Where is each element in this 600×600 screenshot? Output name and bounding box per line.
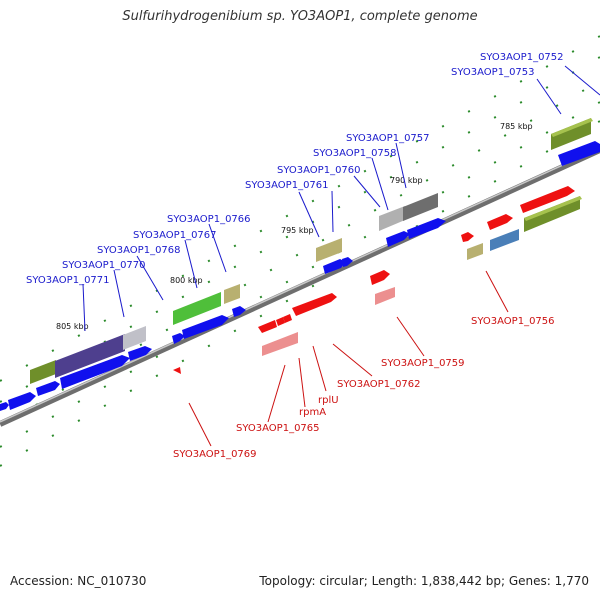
gene-label: SYO3AOP1_0770	[62, 260, 146, 271]
forward-label-leaders	[82, 65, 600, 332]
reverse-label-leaders	[188, 270, 509, 447]
gene-block-0758	[379, 206, 405, 231]
gene-block-0767	[173, 292, 221, 325]
gene-arrow	[36, 381, 60, 396]
gene-label: SYO3AOP1_0762	[337, 379, 421, 390]
gene-label: SYO3AOP1_0758	[313, 148, 397, 159]
gene-label: SYO3AOP1_0769	[173, 449, 257, 460]
map-title: Sulfurihydrogenibium sp. YO3AOP1, comple…	[122, 9, 478, 24]
gene-arrow	[461, 232, 474, 242]
gene-block-0765	[262, 332, 298, 356]
gene-block-0771a	[30, 360, 56, 384]
scale-label: 800 kbp	[170, 276, 203, 285]
accession-text: Accession: NC_010730	[10, 574, 147, 588]
gene-block-0759	[375, 287, 395, 305]
gene-arrow	[283, 314, 292, 323]
forward-feature-blocks	[30, 118, 593, 384]
gene-label: SYO3AOP1_0765	[236, 423, 320, 434]
gene-arrow	[60, 355, 130, 389]
genome-backbone	[0, 147, 600, 427]
topology-text: Topology: circular; Length: 1,838,442 bp…	[259, 574, 589, 588]
gene-arrow	[520, 186, 575, 213]
gene-block-0771	[55, 334, 125, 378]
gene-arrow	[558, 141, 600, 166]
scale-label: 795 kbp	[281, 226, 314, 235]
gene-arrow	[370, 270, 390, 285]
gene-label: rpmA	[299, 407, 326, 418]
gene-label: SYO3AOP1_0767	[133, 230, 217, 241]
gene-arrow	[342, 257, 353, 267]
gene-block-0756	[467, 243, 483, 260]
reverse-gene-arrows	[173, 186, 575, 374]
scale-label: 790 kbp	[390, 176, 423, 185]
gene-label: SYO3AOP1_0760	[277, 165, 361, 176]
gene-block-highlight	[551, 118, 593, 137]
gene-arrow	[8, 392, 36, 410]
gene-label: SYO3AOP1_0768	[97, 245, 181, 256]
gene-block-highlight	[524, 196, 582, 221]
gene-label: rplU	[318, 395, 339, 406]
forward-gene-labels: SYO3AOP1_0752 SYO3AOP1_0753 SYO3AOP1_075…	[26, 52, 564, 286]
track-guides	[0, 35, 600, 467]
gene-arrow	[323, 259, 346, 274]
gene-block-0754	[490, 229, 519, 251]
scale-labels: 785 kbp 790 kbp 795 kbp 800 kbp 805 kbp	[56, 122, 533, 331]
gene-block-0757	[403, 193, 438, 221]
gene-arrow	[407, 218, 446, 239]
gene-arrow	[128, 346, 152, 361]
gene-block-0761	[316, 238, 342, 262]
gene-arrow	[182, 315, 229, 339]
gene-arrow	[487, 214, 513, 230]
gene-arrow	[232, 306, 246, 317]
reverse-feature-blocks	[262, 196, 582, 356]
gene-label: SYO3AOP1_0771	[26, 275, 110, 286]
gene-label: SYO3AOP1_0766	[167, 214, 251, 225]
gene-arrow	[292, 293, 337, 316]
gene-arrow	[276, 317, 285, 326]
gene-arrow	[386, 231, 410, 247]
gene-label: SYO3AOP1_0757	[346, 133, 430, 144]
gene-arrow	[173, 367, 181, 374]
gene-block-0770	[123, 326, 146, 350]
scale-label: 805 kbp	[56, 322, 89, 331]
gene-label: SYO3AOP1_0761	[245, 180, 329, 191]
scale-label: 785 kbp	[500, 122, 533, 131]
gene-block-0752	[551, 118, 591, 150]
gene-block-0766	[224, 284, 240, 304]
reverse-gene-labels: SYO3AOP1_0756 SYO3AOP1_0759 SYO3AOP1_076…	[173, 316, 555, 460]
gene-arrow	[258, 320, 277, 333]
gene-arrow	[172, 333, 185, 344]
gene-label: SYO3AOP1_0759	[381, 358, 465, 369]
gene-label: SYO3AOP1_0753	[451, 67, 535, 78]
forward-gene-arrows	[0, 141, 600, 411]
gene-label: SYO3AOP1_0752	[480, 52, 564, 63]
gene-arrow	[0, 402, 9, 411]
gene-label: SYO3AOP1_0756	[471, 316, 555, 327]
